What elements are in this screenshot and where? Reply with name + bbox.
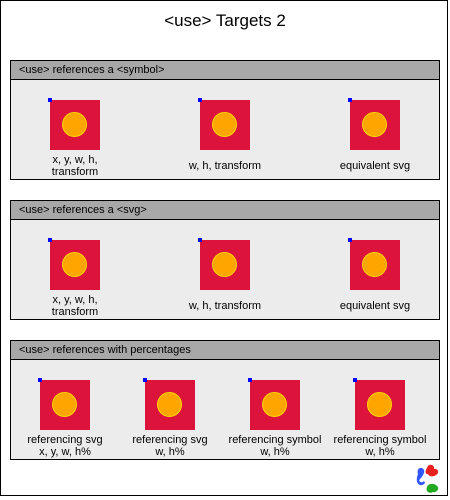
origin-marker (48, 98, 52, 102)
test-graphic (348, 238, 400, 290)
section-header: <use> references a <svg> (11, 201, 439, 220)
test-graphic (348, 98, 400, 150)
caption-line: w, h% (260, 446, 290, 458)
test-caption: referencing symbol w, h% (215, 434, 335, 458)
test-caption: referencing svg w, h% (110, 434, 230, 458)
test-caption: w, h, transform (165, 160, 285, 172)
origin-marker (198, 98, 202, 102)
test-graphic (198, 98, 250, 150)
section-percentages: <use> references with percentages refere… (10, 340, 440, 460)
test-caption: referencing symbol w, h% (320, 434, 440, 458)
caption-line: w, h% (155, 446, 185, 458)
origin-marker (353, 378, 357, 382)
test-caption: referencing svg x, y, w, h% (5, 434, 125, 458)
test-caption: equivalent svg (315, 300, 435, 312)
page-title: <use> Targets 2 (164, 11, 286, 30)
section-svg: <use> references a <svg> x, y, w, h, tra… (10, 200, 440, 320)
test-graphic (143, 378, 195, 430)
test-graphic (198, 238, 250, 290)
orange-circle (212, 112, 237, 137)
origin-marker (348, 238, 352, 242)
caption-line: referencing svg (27, 434, 103, 446)
caption-line: w, h, transform (188, 300, 262, 312)
caption-line: x, y, w, h, (52, 154, 98, 166)
origin-marker (248, 378, 252, 382)
origin-marker (198, 238, 202, 242)
test-caption: equivalent svg (315, 160, 435, 172)
test-caption: x, y, w, h, transform (15, 154, 135, 178)
origin-marker (48, 238, 52, 242)
caption-line: referencing symbol (228, 434, 322, 446)
section-header: <use> references with percentages (11, 341, 439, 360)
orange-circle (212, 252, 237, 277)
orange-circle (62, 112, 87, 137)
caption-line: x, y, w, h, (52, 294, 98, 306)
section-symbol: <use> references a <symbol> x, y, w, h, … (10, 60, 440, 180)
caption-line: x, y, w, h% (39, 446, 91, 458)
orange-circle (362, 112, 387, 137)
origin-marker (38, 378, 42, 382)
origin-marker (348, 98, 352, 102)
orange-circle (362, 252, 387, 277)
caption-line: equivalent svg (339, 160, 411, 172)
test-graphic (353, 378, 405, 430)
origin-marker (143, 378, 147, 382)
test-graphic (38, 378, 90, 430)
test-graphic (48, 238, 100, 290)
svg-logo-icon (416, 464, 439, 493)
caption-line: referencing svg (132, 434, 208, 446)
caption-line: w, h, transform (188, 160, 262, 172)
orange-circle (157, 392, 182, 417)
caption-line: transform (51, 166, 99, 178)
test-caption: x, y, w, h, transform (15, 294, 135, 318)
caption-line: equivalent svg (339, 300, 411, 312)
orange-circle (52, 392, 77, 417)
test-graphic (248, 378, 300, 430)
caption-line: transform (51, 306, 99, 318)
section-header: <use> references a <symbol> (11, 61, 439, 80)
test-caption: w, h, transform (165, 300, 285, 312)
orange-circle (367, 392, 392, 417)
orange-circle (262, 392, 287, 417)
orange-circle (62, 252, 87, 277)
test-graphic (48, 98, 100, 150)
caption-line: referencing symbol (333, 434, 427, 446)
caption-line: w, h% (365, 446, 395, 458)
